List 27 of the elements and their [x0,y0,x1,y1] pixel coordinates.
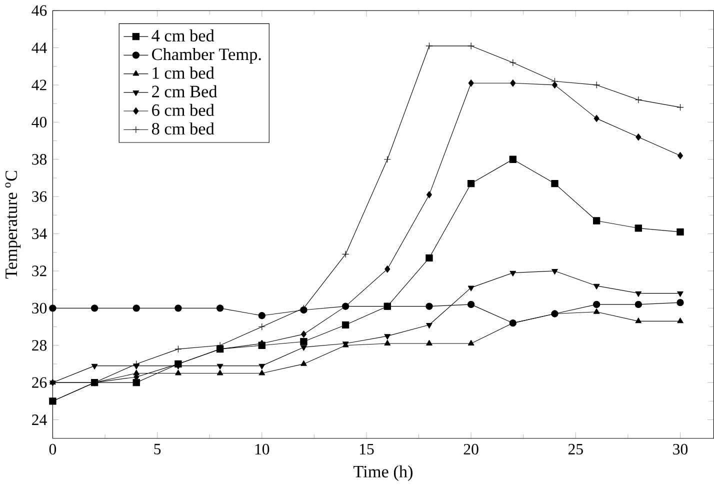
y-tick-label: 24 [32,414,47,425]
y-tick-label: 44 [32,42,47,53]
x-tick-label: 20 [464,444,478,454]
y-tick-label: 30 [32,302,47,314]
y-tick-label: 36 [32,191,47,202]
y-tick-label: 46 [32,5,47,16]
y-tick-label: 34 [32,228,47,239]
legend-label: 1 cm bed [152,66,214,79]
x-tick-label: 10 [255,444,270,454]
y-tick-label: 38 [32,154,47,165]
legend-label: Chamber Temp. [152,48,261,64]
x-tick-label: 0 [49,444,56,454]
y-axis-title: Temperature $^{o}$C [5,170,21,279]
x-tick-label: 15 [360,444,374,454]
y-tick-label: 26 [32,377,47,388]
y-tick-label: 32 [32,266,46,276]
y-tick-label: 28 [32,340,47,351]
y-tick-label: 40 [32,116,47,128]
y-tick-label: 42 [32,80,46,90]
legend-label: 4 cm bed [152,29,214,42]
legend-label: 2 cm Bed [152,85,218,98]
x-tick-label: 25 [568,444,583,454]
legend-label: 8 cm bed [152,122,214,134]
x-tick-label: 5 [154,444,161,454]
x-tick-label: 30 [673,444,688,454]
legend-label: 6 cm bed [152,104,214,116]
x-axis-title: Time (h) [353,465,412,481]
